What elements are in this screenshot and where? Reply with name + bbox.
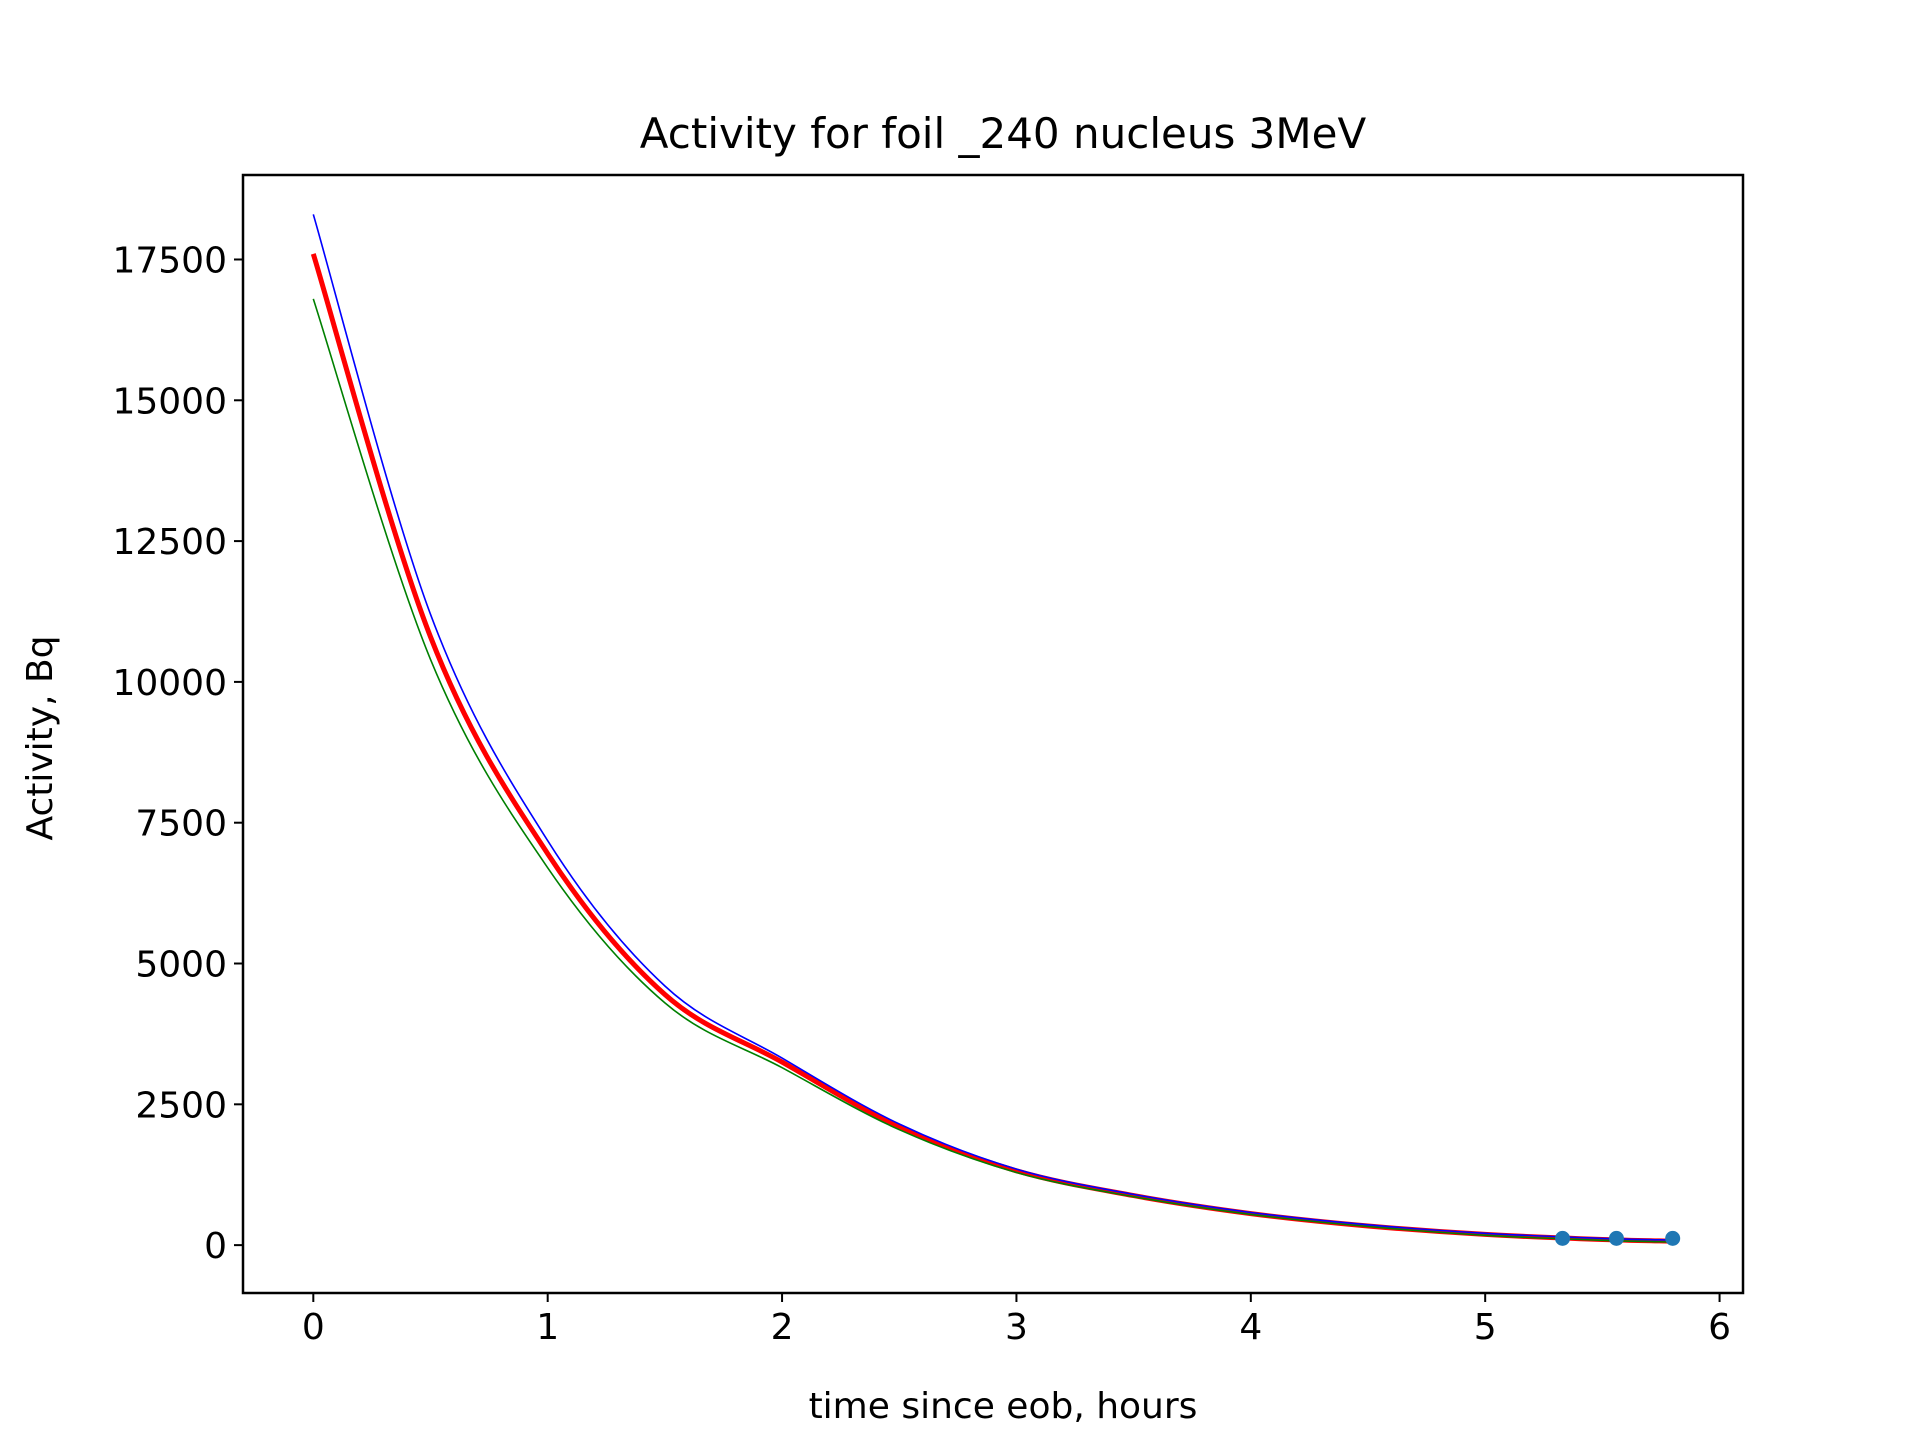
series-group: [310, 214, 1681, 1246]
red-fit-line: [310, 253, 1673, 1244]
x-tick-label: 1: [536, 1307, 559, 1348]
data-point: [1665, 1230, 1681, 1246]
y-tick-label: 2500: [135, 1085, 227, 1126]
y-tick-label: 17500: [112, 240, 227, 281]
green-lower-line: [312, 298, 1673, 1243]
y-axis-label: Activity, Bq: [20, 635, 61, 840]
x-tick-label: 4: [1239, 1307, 1262, 1348]
data-point: [1555, 1230, 1571, 1246]
data-point: [1608, 1230, 1624, 1246]
x-axis-label: time since eob, hours: [809, 1386, 1198, 1427]
axes-frame: [241, 173, 1745, 1295]
y-tick-label: 5000: [135, 945, 227, 986]
y-tick-label: 0: [204, 1226, 227, 1267]
axis-ticks: 0 1 2 3 4 5 6 0 2500 5000 7500 10000 12500 15000 17500: [112, 240, 1731, 1348]
x-tick-label: 0: [302, 1307, 325, 1348]
x-tick-label: 2: [771, 1307, 794, 1348]
x-tick-label: 6: [1708, 1307, 1731, 1348]
y-tick-label: 10000: [112, 663, 227, 704]
x-tick-label: 5: [1474, 1307, 1497, 1348]
y-tick-label: 12500: [112, 522, 227, 563]
x-tick-label: 3: [1005, 1307, 1028, 1348]
blue-upper-line: [312, 214, 1673, 1241]
y-tick-label: 7500: [135, 804, 227, 845]
y-tick-label: 15000: [112, 381, 227, 422]
chart-title: Activity for foil _240 nucleus 3MeV: [640, 109, 1367, 158]
